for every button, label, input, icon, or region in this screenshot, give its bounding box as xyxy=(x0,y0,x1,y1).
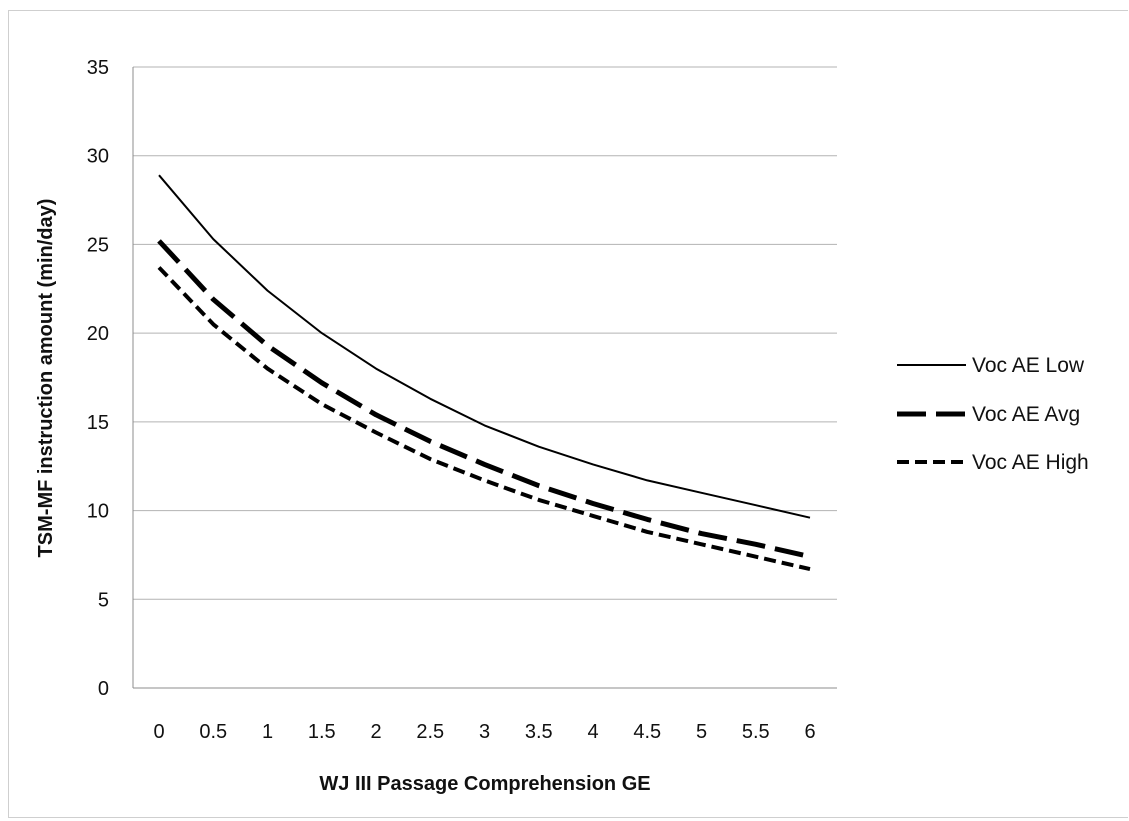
x-tick-label: 2.5 xyxy=(416,721,444,743)
x-tick-label: 6 xyxy=(804,721,815,743)
legend-label-voc-ae-avg: Voc AE Avg xyxy=(972,403,1080,426)
series-line-voc-ae-low xyxy=(158,174,811,519)
legend-label-voc-ae-high: Voc AE High xyxy=(972,451,1089,474)
series-lines xyxy=(157,174,811,572)
y-tick-label: 5 xyxy=(98,589,109,611)
x-tick-label: 1 xyxy=(262,721,273,743)
y-axis-title: TSM-MF instruction amount (min/day) xyxy=(35,199,57,558)
x-axis-title: WJ III Passage Comprehension GE xyxy=(319,773,650,795)
legend-label-voc-ae-low: Voc AE Low xyxy=(972,354,1085,377)
y-tick-label: 20 xyxy=(87,323,109,345)
x-tick-label: 3 xyxy=(479,721,490,743)
series-line-voc-ae-avg xyxy=(157,239,811,560)
x-tick-label: 3.5 xyxy=(525,721,553,743)
axes: 0 5 10 15 20 25 30 35 0 0.5 1 1.5 2 2.5 3 3.5 4 4.5 5 5.5 6 xyxy=(87,57,837,743)
x-tick-label: 5 xyxy=(696,721,707,743)
x-tick-label: 4.5 xyxy=(633,721,661,743)
chart-frame xyxy=(8,10,1128,818)
x-tick-label: 1.5 xyxy=(308,721,336,743)
x-tick-label: 0.5 xyxy=(199,721,227,743)
y-tick-label: 25 xyxy=(87,234,109,256)
y-tick-label: 30 xyxy=(87,146,109,168)
legend: Voc AE Low Voc AE Avg Voc AE High xyxy=(897,354,1089,474)
y-tick-label: 0 xyxy=(98,678,109,700)
x-tick-label: 5.5 xyxy=(742,721,770,743)
gridlines xyxy=(133,66,837,600)
y-tick-label: 15 xyxy=(87,412,109,434)
x-tick-label: 2 xyxy=(370,721,381,743)
series-line-voc-ae-high xyxy=(157,266,811,572)
y-tick-label: 10 xyxy=(87,501,109,523)
x-tick-label: 0 xyxy=(153,721,164,743)
y-tick-label: 35 xyxy=(87,57,109,79)
x-tick-label: 4 xyxy=(587,721,598,743)
